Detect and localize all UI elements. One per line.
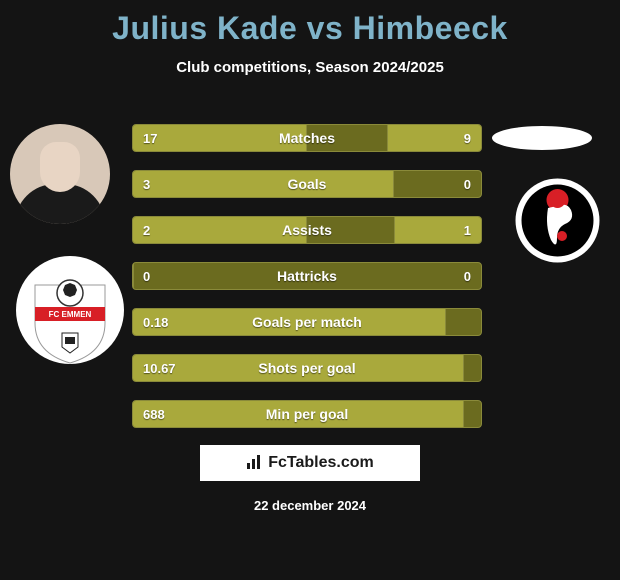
brand-text: FcTables.com xyxy=(268,454,374,472)
stat-label: Hattricks xyxy=(133,263,481,289)
stats-container: 17Matches93Goals02Assists10Hattricks00.1… xyxy=(132,124,482,446)
stat-row: 2Assists1 xyxy=(132,216,482,244)
stat-value-right: 0 xyxy=(464,263,471,289)
stat-label: Shots per goal xyxy=(133,355,481,381)
stat-label: Min per goal xyxy=(133,401,481,427)
brand-badge: FcTables.com xyxy=(200,445,420,481)
stat-label: Goals xyxy=(133,171,481,197)
player-left-avatar xyxy=(10,124,110,224)
stat-label: Assists xyxy=(133,217,481,243)
svg-text:FC EMMEN: FC EMMEN xyxy=(49,310,92,319)
page-title: Julius Kade vs Himbeeck xyxy=(0,0,620,47)
stat-label: Goals per match xyxy=(133,309,481,335)
club-crest-right xyxy=(515,178,600,263)
chart-icon xyxy=(246,454,262,473)
stat-row: 3Goals0 xyxy=(132,170,482,198)
stat-row: 0.18Goals per match xyxy=(132,308,482,336)
date-stamp: 22 december 2024 xyxy=(0,498,620,513)
stat-row: 17Matches9 xyxy=(132,124,482,152)
stat-value-right: 0 xyxy=(464,171,471,197)
subtitle: Club competitions, Season 2024/2025 xyxy=(0,59,620,76)
stat-value-right: 1 xyxy=(464,217,471,243)
club-crest-left: FC EMMEN xyxy=(15,255,125,365)
stat-value-right: 9 xyxy=(464,125,471,151)
stat-row: 10.67Shots per goal xyxy=(132,354,482,382)
stat-row: 0Hattricks0 xyxy=(132,262,482,290)
stat-row: 688Min per goal xyxy=(132,400,482,428)
stat-label: Matches xyxy=(133,125,481,151)
player-right-avatar-placeholder xyxy=(492,126,592,150)
